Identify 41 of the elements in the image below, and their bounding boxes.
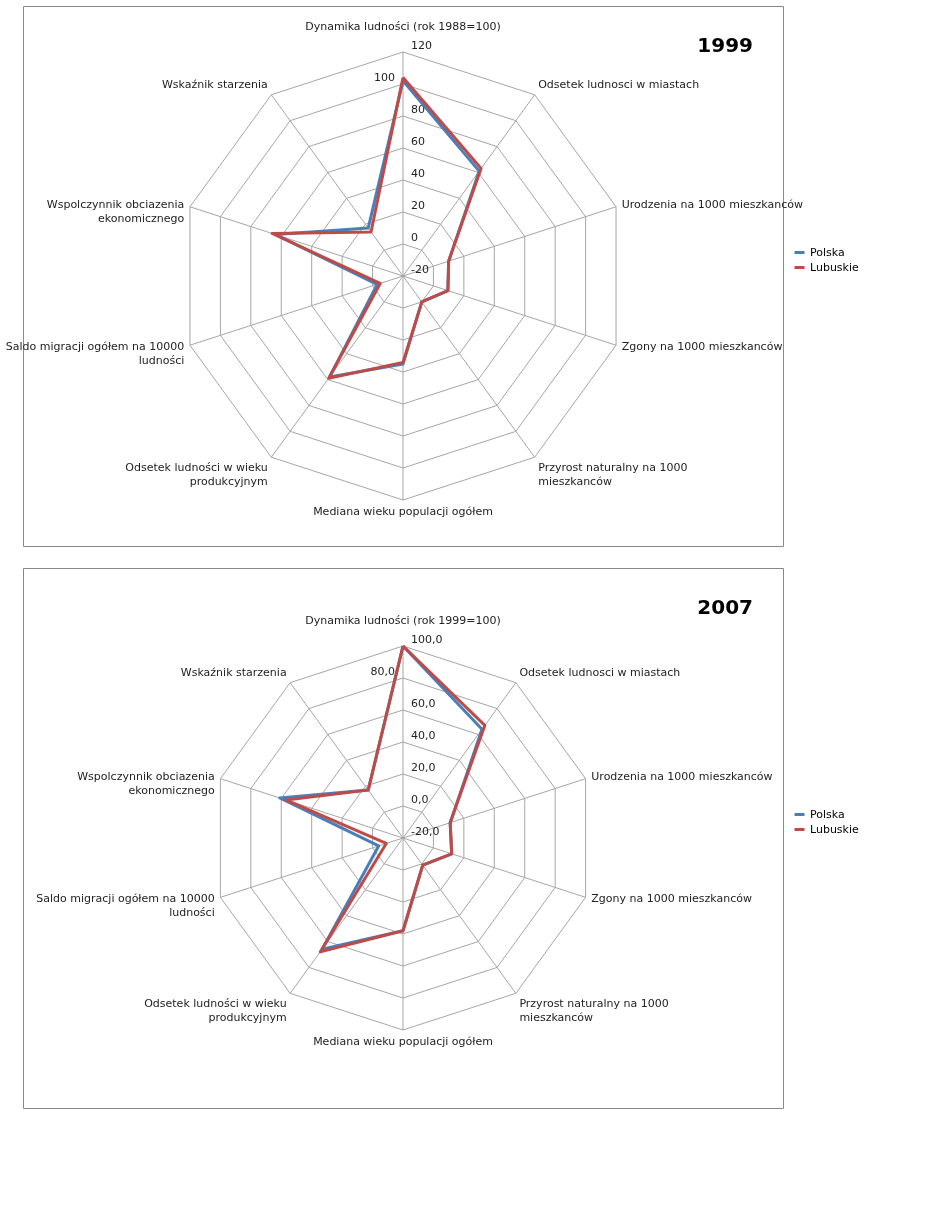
legend-label: Polska — [810, 245, 845, 259]
y-tick-label: 0,0 — [411, 793, 429, 806]
spoke-label: Wspolczynnik obciazenia ekonomicznego — [46, 197, 185, 225]
y-tick-label: 20,0 — [411, 761, 436, 774]
spoke-label: Odsetek ludności w wieku produkcyjnym — [144, 997, 287, 1025]
y-tick-label: 40 — [411, 167, 425, 180]
spoke-label: Dynamika ludności (rok 1999=100) — [305, 614, 501, 627]
text: 1999 — [697, 33, 753, 57]
spoke-label: Mediana wieku populacji ogółem — [313, 505, 493, 518]
y-tick-label: 120 — [411, 39, 432, 52]
spoke-label: Przyrost naturalny na 1000 mieszkanców — [538, 461, 688, 489]
y-tick-label: 60 — [411, 135, 425, 148]
y-tick-label: 80 — [411, 103, 425, 116]
spoke-label: Wspolczynnik obciazenia ekonomicznego — [77, 769, 215, 797]
legend-label: Lubuskie — [810, 260, 860, 274]
spoke-label: Zgony na 1000 mieszkanców — [591, 892, 752, 906]
y-tick-label: 20 — [411, 199, 425, 212]
spoke-label: Urodzenia na 1000 mieszkanców — [591, 769, 773, 783]
spoke-label: Wskaźnik starzenia — [162, 77, 268, 91]
spoke-label: Mediana wieku populacji ogółem — [313, 1035, 493, 1048]
y-tick-label: 80,0 — [370, 665, 395, 678]
chart-title: 2007 — [697, 595, 753, 619]
y-tick-label: -20 — [411, 263, 429, 276]
y-tick-label: -20,0 — [411, 825, 440, 838]
spoke-label: Przyrost naturalny na 1000 mieszkanców — [519, 997, 669, 1025]
y-tick-label: 100,0 — [411, 633, 443, 646]
spoke-label: Odsetek ludnosci w miastach — [519, 665, 681, 679]
y-tick-label: 60,0 — [411, 697, 436, 710]
spoke-label: Wskaźnik starzenia — [180, 665, 287, 679]
spoke-label: Saldo migracji ogółem na 10000 ludności — [5, 340, 185, 368]
spoke-label: Urodzenia na 1000 mieszkanców — [621, 197, 804, 211]
spoke-label: Dynamika ludności (rok 1988=100) — [305, 20, 501, 33]
spoke-label: Odsetek ludności w wieku produkcyjnym — [125, 461, 268, 489]
y-tick-label: 0 — [411, 231, 418, 244]
legend-label: Lubuskie — [810, 822, 860, 836]
spoke-label: Zgony na 1000 mieszkanców — [621, 340, 783, 354]
spoke-label: Saldo migracji ogółem na 10000 ludności — [36, 892, 215, 920]
spoke-label: Odsetek ludnosci w miastach — [538, 77, 700, 91]
y-tick-label: 100 — [374, 71, 395, 84]
legend-label: Polska — [810, 807, 845, 821]
y-tick-label: 40,0 — [411, 729, 436, 742]
